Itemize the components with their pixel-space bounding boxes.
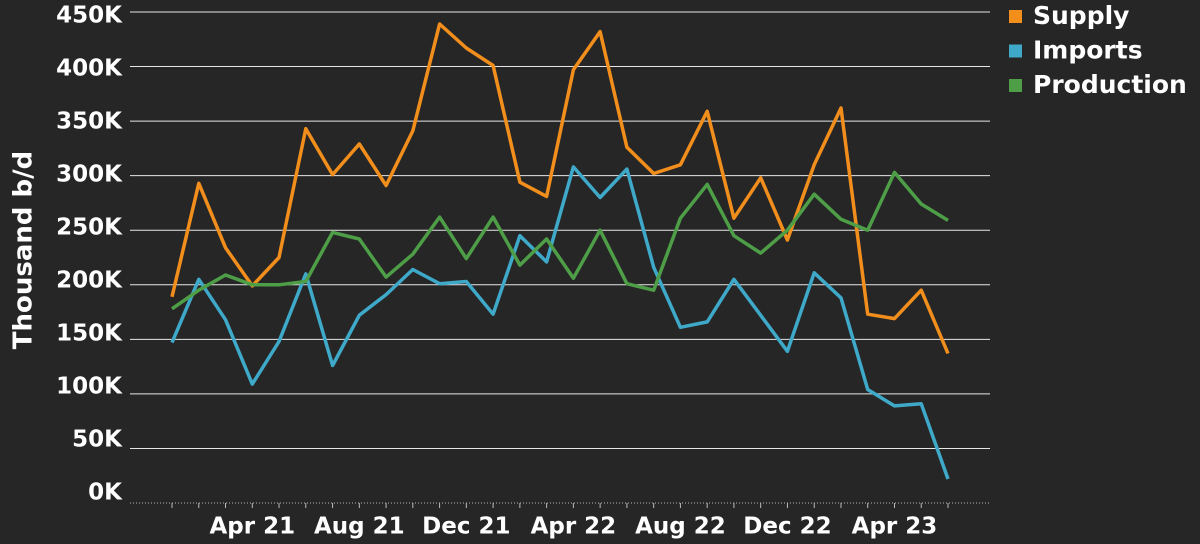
- legend-swatch: [1009, 79, 1022, 92]
- legend-label: Supply: [1033, 1, 1129, 30]
- y-tick-label: 150K: [56, 321, 123, 347]
- y-tick-label: 350K: [56, 109, 123, 135]
- y-tick-label: 400K: [56, 56, 123, 82]
- y-tick-label: 0K: [88, 480, 123, 506]
- y-axis-title: Thousand b/d: [9, 151, 39, 350]
- x-tick-label: Apr 23: [852, 514, 938, 540]
- legend-swatch: [1009, 10, 1022, 23]
- series-line: [170, 165, 950, 480]
- x-tick-label: Dec 21: [422, 514, 510, 540]
- x-tick-label: Apr 21: [209, 514, 295, 540]
- x-tick-label: Dec 22: [743, 514, 831, 540]
- y-tick-label: 100K: [56, 374, 123, 400]
- x-tick-label: Aug 21: [314, 514, 405, 540]
- legend-swatch: [1009, 44, 1022, 58]
- y-tick-label: 450K: [56, 3, 123, 29]
- y-tick-label: 250K: [56, 215, 123, 241]
- x-tick-label: Apr 22: [531, 514, 617, 540]
- series-line: [171, 170, 949, 311]
- series-line: [170, 22, 950, 355]
- x-tick-label: Aug 22: [635, 514, 726, 540]
- y-tick-label: 50K: [72, 427, 123, 453]
- legend-label: Production: [1033, 70, 1187, 99]
- y-tick-label: 300K: [56, 162, 123, 188]
- legend-label: Imports: [1033, 36, 1143, 65]
- y-tick-label: 200K: [56, 268, 123, 294]
